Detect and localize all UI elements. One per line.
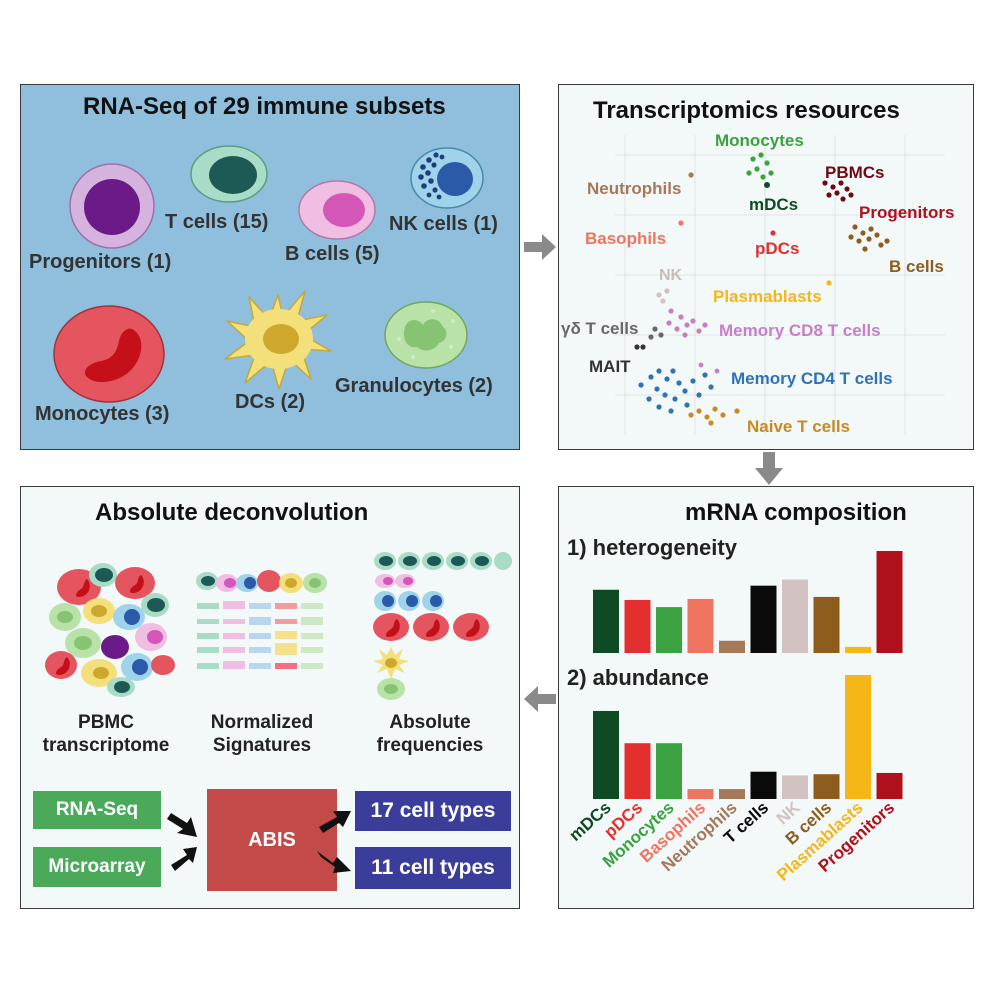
input-rnaseq-box: RNA-Seq: [33, 791, 161, 829]
abis-method-box: ABIS: [207, 789, 337, 891]
abundance-series-label: 2) abundance: [567, 665, 709, 690]
output-17-box: 17 cell types: [355, 791, 511, 831]
dcs-label: DCs (2): [235, 391, 306, 413]
abundance-bar-plasmablasts: [845, 675, 871, 799]
col-header-signatures-line1: Normalized: [210, 712, 314, 733]
heterogeneity-bar-pdcs: [624, 599, 651, 653]
tsne-label-bcells: B cells: [889, 257, 944, 276]
tsne-label-memcd8: Memory CD8 T cells: [719, 321, 881, 340]
col-header-signatures-line2: Signatures: [212, 735, 312, 756]
progenitors-label: Progenitors (1): [29, 251, 172, 273]
b-cell-icon: [298, 180, 376, 240]
input-microarray-box: Microarray: [33, 847, 161, 887]
col-header-pbmc-line2: transcriptome: [42, 735, 170, 756]
granulocyte-cell-icon: [384, 301, 468, 369]
monocytes-label: Monocytes (3): [35, 403, 170, 425]
abundance-bar-neutrophils: [719, 789, 745, 799]
heterogeneity-bar-monocytes: [656, 607, 682, 653]
heterogeneity-bar-t-cells: [750, 585, 777, 653]
rnaseq-panel: RNA-Seq of 29 immune subsets Progenitors…: [20, 84, 520, 450]
granulocytes-label: Granulocytes (2): [335, 375, 493, 397]
tsne-label-pdcs: pDCs: [755, 239, 800, 258]
arrow-down: [755, 452, 783, 485]
heterogeneity-bar-basophils: [687, 598, 714, 653]
arrow-right: [524, 234, 556, 260]
nkcells-label: NK cells (1): [389, 213, 498, 235]
abundance-bar-progenitors: [876, 772, 903, 799]
deconvolution-title: Absolute deconvolution: [95, 499, 369, 526]
col-header-frequencies-line2: frequencies: [376, 735, 484, 756]
tcells-label: T cells (15): [165, 211, 269, 233]
deconvolution-panel: Absolute deconvolution: [20, 486, 520, 909]
col-header-signatures: Normalized Signatures: [187, 711, 337, 757]
tsne-label-progenitors: Progenitors: [859, 203, 955, 222]
tsne-label-gdt: γδ T cells: [561, 319, 639, 338]
abundance-bar-t-cells: [750, 771, 777, 799]
tsne-label-naive: Naive T cells: [747, 417, 851, 436]
col-header-pbmc: PBMC transcriptome: [31, 711, 181, 757]
tsne-label-basophils: Basophils: [585, 229, 667, 248]
abundance-bar-pdcs: [624, 743, 651, 799]
tsne-gridlines: [615, 135, 945, 435]
heterogeneity-series-label: 1) heterogeneity: [567, 535, 737, 560]
heterogeneity-bar-progenitors: [876, 551, 903, 653]
rnaseq-title: RNA-Seq of 29 immune subsets: [83, 93, 446, 120]
abundance-bar-monocytes: [656, 743, 682, 799]
abundance-bar-basophils: [687, 789, 714, 799]
heterogeneity-bar-plasmablasts: [845, 646, 871, 653]
tsne-label-pbmcs: PBMCs: [825, 163, 885, 182]
heterogeneity-bar-b-cells: [813, 596, 840, 653]
tsne-label-mait: MAIT: [589, 357, 631, 376]
tsne-label-memcd4: Memory CD4 T cells: [731, 369, 893, 388]
signature-matrix-illustration: [196, 570, 327, 669]
col-header-pbmc-line1: PBMC: [78, 712, 134, 733]
abundance-bar-mdcs: [593, 710, 619, 799]
heterogeneity-bar-mdcs: [593, 589, 619, 653]
arrow-left: [524, 686, 556, 712]
abundance-bar-nk: [782, 775, 808, 799]
tsne-label-nk: NK: [659, 267, 683, 284]
nk-cell-icon: [410, 147, 484, 209]
absolute-frequencies-illustration: [373, 552, 512, 700]
bcells-label: B cells (5): [285, 243, 380, 265]
pbmc-mixture-illustration: [45, 563, 175, 697]
abundance-bar-b-cells: [813, 774, 840, 799]
monocyte-cell-icon: [53, 305, 165, 403]
output-11-box: 11 cell types: [355, 847, 511, 889]
flow-arrows: [167, 811, 351, 873]
transcriptomics-title: Transcriptomics resources: [593, 97, 900, 124]
col-header-frequencies: Absolute frequencies: [355, 711, 505, 757]
dendritic-cell-icon: [224, 290, 332, 390]
heterogeneity-bar-nk: [782, 579, 808, 653]
mrna-composition-panel: mRNA composition 1) heterogeneity 2) abu…: [558, 486, 974, 909]
tsne-label-monocytes: Monocytes: [715, 131, 804, 150]
tsne-label-plasmablasts: Plasmablasts: [713, 287, 822, 306]
mrna-title: mRNA composition: [685, 499, 907, 526]
tsne-label-neutrophils: Neutrophils: [587, 179, 682, 198]
heterogeneity-bar-neutrophils: [719, 640, 745, 653]
col-header-frequencies-line1: Absolute: [389, 712, 471, 733]
transcriptomics-panel: Transcriptomics resources Monocytes Neut…: [558, 84, 974, 450]
progenitor-cell-icon: [69, 163, 155, 249]
tsne-label-mdcs: mDCs: [749, 195, 799, 214]
t-cell-icon: [190, 145, 268, 203]
tsne-dots: [634, 152, 890, 426]
